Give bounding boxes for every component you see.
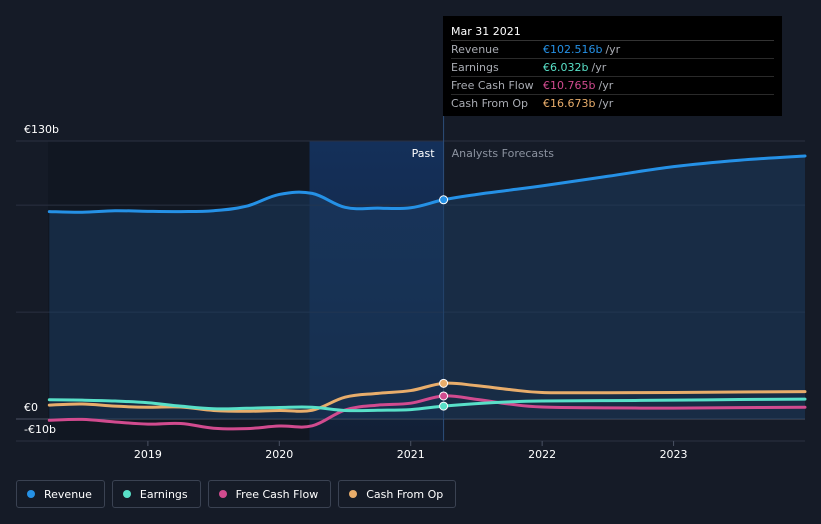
legend: Revenue Earnings Free Cash Flow Cash Fro…	[16, 480, 457, 508]
series-line-earnings	[47, 397, 807, 413]
legend-label: Earnings	[139, 487, 188, 501]
tooltip-row-free-cash-flow: Free Cash Flow €10.765b /yr	[451, 77, 774, 95]
tooltip-value: €16.673b	[543, 97, 596, 110]
x-tick-label: 2023	[660, 448, 688, 461]
tooltip-unit: /yr	[598, 97, 614, 110]
tooltip-value: €6.032b	[543, 61, 589, 74]
past-label: Past	[412, 147, 436, 160]
x-tick-label: 2022	[528, 448, 556, 461]
tooltip-label: Revenue	[451, 43, 499, 56]
series-marker-free-cash-flow	[439, 391, 449, 401]
tooltip-unit: /yr	[605, 43, 621, 56]
tooltip: Mar 31 2021 Revenue €102.516b /yr Earnin…	[443, 16, 782, 116]
y-tick-label: €130b	[24, 123, 59, 136]
legend-label: Cash From Op	[366, 487, 444, 501]
tooltip-unit: /yr	[598, 79, 614, 92]
tooltip-unit: /yr	[591, 61, 607, 74]
legend-dot-icon	[122, 490, 131, 498]
legend-item-cash-from-op[interactable]: Cash From Op	[338, 480, 457, 508]
legend-dot-icon	[218, 490, 227, 498]
x-tick-label: 2021	[397, 448, 425, 461]
legend-label: Revenue	[44, 487, 92, 501]
legend-dot-icon	[349, 490, 358, 498]
series-marker-cash-from-op	[439, 378, 449, 388]
tooltip-value: €102.516b	[543, 43, 603, 56]
legend-item-revenue[interactable]: Revenue	[16, 480, 105, 508]
forecast-label: Analysts Forecasts	[452, 147, 555, 160]
legend-label: Free Cash Flow	[235, 487, 319, 501]
legend-item-free-cash-flow[interactable]: Free Cash Flow	[207, 480, 332, 508]
series-line-free-cash-flow	[47, 394, 807, 431]
tooltip-value: €10.765b	[543, 79, 596, 92]
series-line-revenue	[47, 154, 807, 214]
legend-dot-icon	[27, 490, 35, 498]
y-tick-label: €0	[24, 401, 38, 414]
y-tick-label: -€10b	[24, 423, 56, 436]
tooltip-label: Free Cash Flow	[451, 79, 534, 92]
tooltip-row-earnings: Earnings €6.032b /yr	[451, 59, 774, 77]
tooltip-label: Earnings	[451, 61, 499, 74]
tooltip-row-revenue: Revenue €102.516b /yr	[451, 41, 774, 59]
tooltip-label: Cash From Op	[451, 97, 529, 110]
series-marker-earnings	[439, 401, 449, 411]
x-tick-label: 2020	[265, 448, 293, 461]
tooltip-row-cash-from-op: Cash From Op €16.673b /yr	[451, 95, 774, 112]
revenue-area	[49, 155, 806, 419]
series-line-cash-from-op	[47, 381, 807, 413]
tooltip-date: Mar 31 2021	[451, 23, 774, 41]
legend-item-earnings[interactable]: Earnings	[111, 480, 201, 508]
series-marker-revenue	[439, 195, 449, 205]
x-tick-label: 2019	[134, 448, 162, 461]
